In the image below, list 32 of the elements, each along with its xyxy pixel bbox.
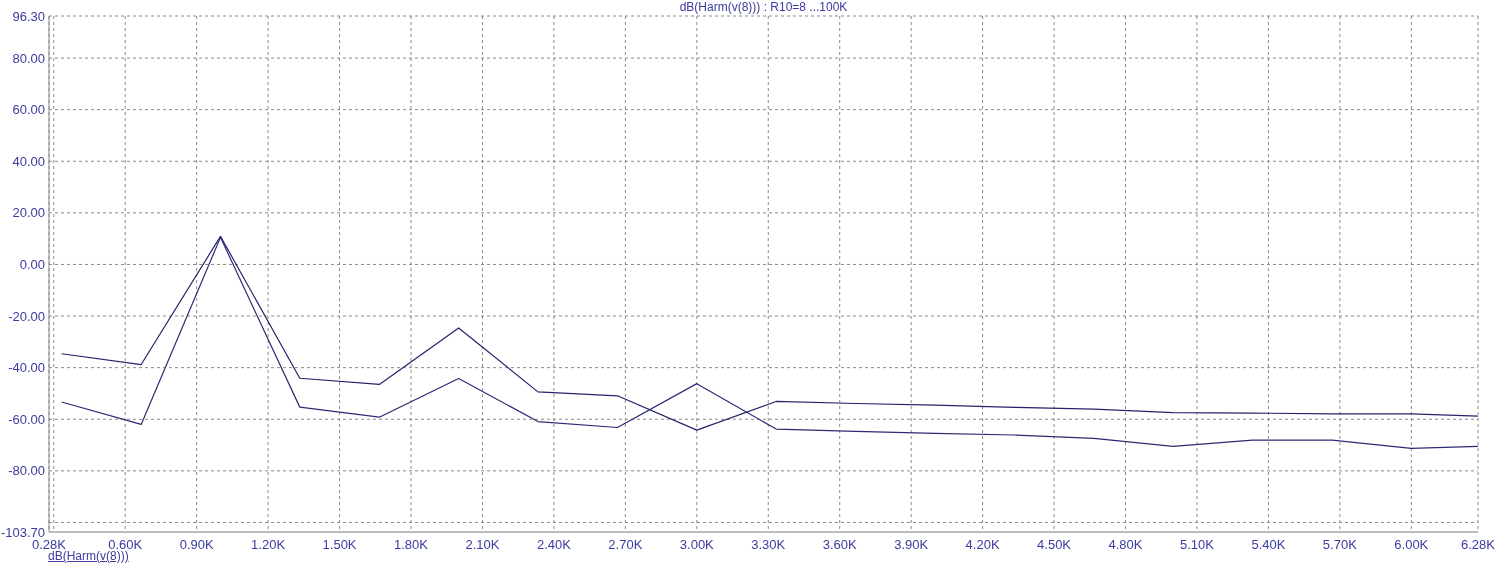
y-tick-label: -40.00 bbox=[8, 360, 45, 376]
x-tick-label: 1.50K bbox=[322, 537, 357, 553]
x-tick-label: 4.20K bbox=[965, 537, 1000, 553]
x-tick-label: 4.50K bbox=[1037, 537, 1072, 553]
x-tick-label: 3.30K bbox=[751, 537, 786, 553]
x-tick-label: 5.10K bbox=[1179, 537, 1215, 553]
y-tick-label: -103.70 bbox=[0, 524, 45, 540]
x-tick-label: 3.60K bbox=[822, 537, 858, 553]
y-tick-label: 20.00 bbox=[12, 205, 45, 221]
x-tick-label: 5.40K bbox=[1251, 537, 1286, 553]
x-tick-label: 1.20K bbox=[251, 537, 286, 553]
x-tick-label: 2.10K bbox=[465, 537, 500, 553]
x-tick-label: 2.40K bbox=[536, 537, 572, 553]
y-tick-label: -20.00 bbox=[8, 308, 45, 324]
x-tick-label: 4.80K bbox=[1108, 537, 1143, 553]
x-tick-label: 6.00K bbox=[1394, 537, 1429, 553]
chart-title: dB(Harm(v(8))) : R10=8 ...100K bbox=[678, 0, 849, 14]
x-tick-label: 6.28K bbox=[1461, 537, 1496, 553]
x-tick-label: 0.90K bbox=[179, 537, 214, 553]
text: dB(Harm(v(8))) bbox=[48, 549, 129, 563]
y-tick-label: 0.00 bbox=[19, 257, 45, 273]
y-tick-label: -60.00 bbox=[8, 411, 45, 427]
x-tick-label: 1.80K bbox=[394, 537, 429, 553]
x-tick-label: 2.70K bbox=[608, 537, 643, 553]
y-tick-label: 60.00 bbox=[12, 102, 45, 118]
x-tick-label: 3.00K bbox=[679, 537, 715, 553]
y-tick-label: -80.00 bbox=[8, 463, 45, 479]
x-tick-label: 3.90K bbox=[894, 537, 929, 553]
y-tick-label: 40.00 bbox=[12, 153, 45, 169]
x-tick-label: 5.70K bbox=[1322, 537, 1358, 553]
y-tick-label: 80.00 bbox=[12, 50, 45, 66]
y-tick-label: 96.30 bbox=[12, 8, 45, 24]
